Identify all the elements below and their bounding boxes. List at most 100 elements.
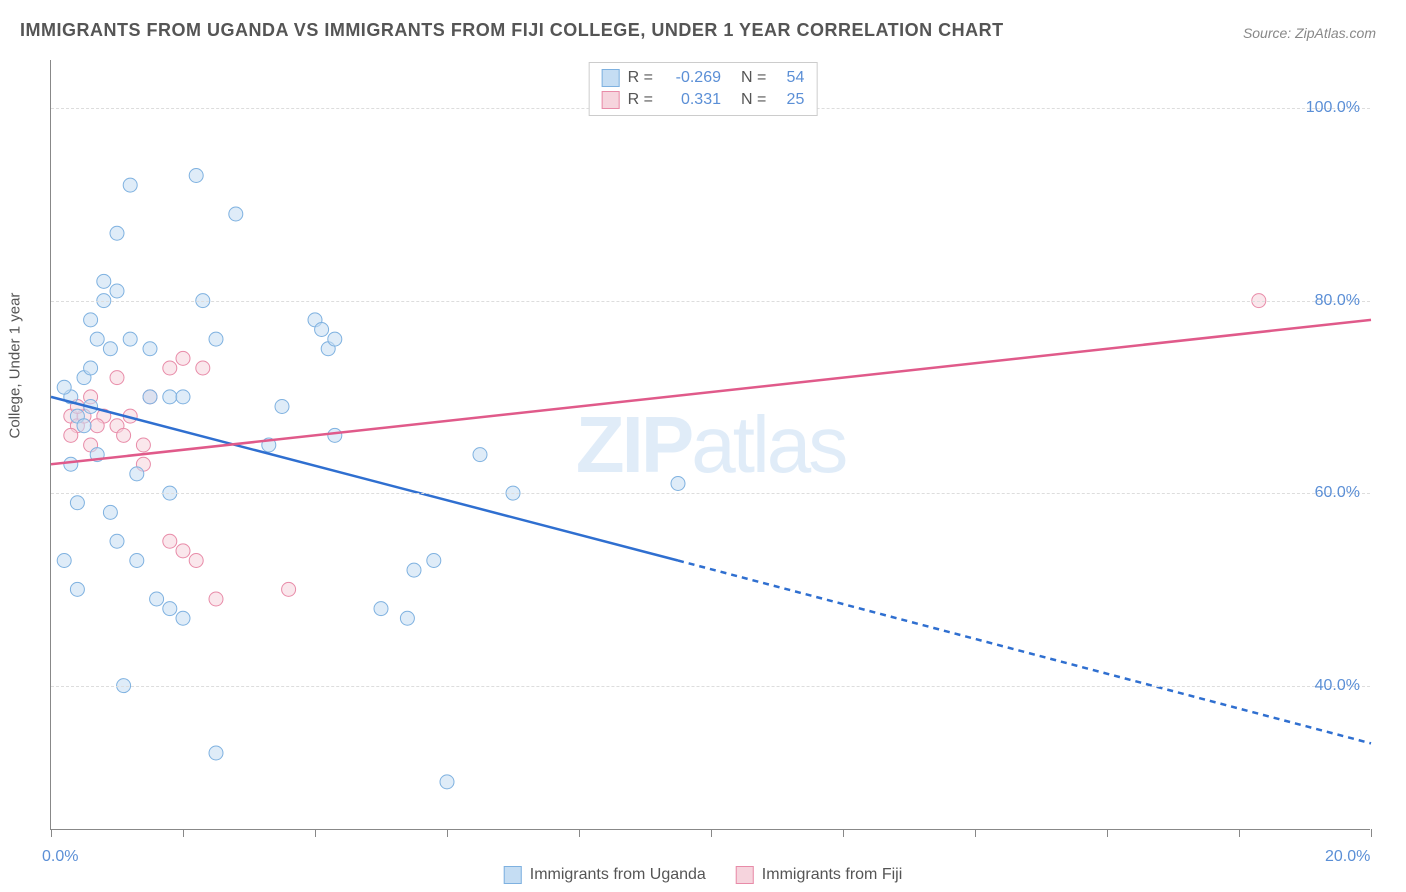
n-value-fiji: 25 xyxy=(774,91,804,109)
scatter-point-uganda xyxy=(275,400,289,414)
scatter-point-uganda xyxy=(97,274,111,288)
x-tick xyxy=(579,829,580,837)
x-tick xyxy=(1371,829,1372,837)
scatter-point-uganda xyxy=(57,554,71,568)
scatter-point-fiji xyxy=(176,544,190,558)
scatter-point-fiji xyxy=(117,428,131,442)
scatter-point-fiji xyxy=(209,592,223,606)
r-value-fiji: 0.331 xyxy=(661,91,721,109)
chart-svg xyxy=(51,60,1370,829)
x-tick xyxy=(711,829,712,837)
scatter-point-fiji xyxy=(90,419,104,433)
y-tick-label: 60.0% xyxy=(1315,484,1360,502)
legend-label-fiji: Immigrants from Fiji xyxy=(762,866,902,884)
legend-item-uganda: Immigrants from Uganda xyxy=(504,866,706,884)
scatter-point-uganda xyxy=(70,496,84,510)
scatter-point-uganda xyxy=(90,332,104,346)
series-legend: Immigrants from Uganda Immigrants from F… xyxy=(504,866,903,884)
scatter-point-fiji xyxy=(136,438,150,452)
trend-line-uganda-extrapolated xyxy=(678,561,1371,744)
swatch-uganda xyxy=(602,69,620,87)
correlation-legend: R = -0.269 N = 54 R = 0.331 N = 25 xyxy=(589,62,818,116)
scatter-point-fiji xyxy=(163,534,177,548)
scatter-point-uganda xyxy=(110,284,124,298)
scatter-point-fiji xyxy=(196,361,210,375)
x-tick xyxy=(51,829,52,837)
scatter-point-uganda xyxy=(143,390,157,404)
scatter-point-uganda xyxy=(209,332,223,346)
scatter-point-uganda xyxy=(176,611,190,625)
scatter-point-uganda xyxy=(130,467,144,481)
legend-item-fiji: Immigrants from Fiji xyxy=(736,866,902,884)
scatter-point-uganda xyxy=(123,332,137,346)
x-tick-label: 20.0% xyxy=(1325,848,1370,866)
scatter-point-uganda xyxy=(400,611,414,625)
legend-row-fiji: R = 0.331 N = 25 xyxy=(602,89,805,111)
x-tick xyxy=(183,829,184,837)
scatter-point-uganda xyxy=(70,582,84,596)
scatter-point-uganda xyxy=(163,390,177,404)
scatter-point-fiji xyxy=(189,554,203,568)
scatter-point-fiji xyxy=(110,371,124,385)
scatter-point-fiji xyxy=(176,351,190,365)
scatter-point-uganda xyxy=(209,746,223,760)
scatter-point-uganda xyxy=(189,169,203,183)
scatter-point-uganda xyxy=(176,390,190,404)
scatter-point-fiji xyxy=(64,428,78,442)
scatter-point-uganda xyxy=(229,207,243,221)
scatter-point-uganda xyxy=(427,554,441,568)
scatter-point-uganda xyxy=(473,448,487,462)
scatter-point-fiji xyxy=(163,361,177,375)
scatter-point-uganda xyxy=(64,457,78,471)
scatter-point-uganda xyxy=(103,342,117,356)
scatter-point-uganda xyxy=(123,178,137,192)
x-tick xyxy=(1107,829,1108,837)
y-tick-label: 40.0% xyxy=(1315,677,1360,695)
x-tick xyxy=(315,829,316,837)
x-tick-label: 0.0% xyxy=(42,848,78,866)
x-tick xyxy=(975,829,976,837)
n-value-uganda: 54 xyxy=(774,69,804,87)
scatter-point-uganda xyxy=(84,313,98,327)
scatter-point-uganda xyxy=(110,226,124,240)
scatter-point-uganda xyxy=(110,534,124,548)
scatter-point-uganda xyxy=(130,554,144,568)
scatter-point-uganda xyxy=(440,775,454,789)
r-label: R = xyxy=(628,91,653,109)
swatch-fiji xyxy=(602,91,620,109)
scatter-point-uganda xyxy=(328,428,342,442)
legend-label-uganda: Immigrants from Uganda xyxy=(530,866,706,884)
scatter-point-uganda xyxy=(103,505,117,519)
x-tick xyxy=(447,829,448,837)
plot-area: ZIPatlas 40.0%60.0%80.0%100.0% xyxy=(50,60,1370,830)
scatter-point-uganda xyxy=(671,477,685,491)
trend-line-uganda xyxy=(51,397,678,561)
chart-title: IMMIGRANTS FROM UGANDA VS IMMIGRANTS FRO… xyxy=(20,20,1004,41)
x-tick xyxy=(1239,829,1240,837)
legend-row-uganda: R = -0.269 N = 54 xyxy=(602,67,805,89)
y-tick-label: 80.0% xyxy=(1315,292,1360,310)
scatter-point-uganda xyxy=(374,602,388,616)
scatter-point-uganda xyxy=(315,323,329,337)
r-label: R = xyxy=(628,69,653,87)
x-tick xyxy=(843,829,844,837)
scatter-point-fiji xyxy=(282,582,296,596)
y-tick-label: 100.0% xyxy=(1306,99,1360,117)
source-attribution: Source: ZipAtlas.com xyxy=(1243,25,1376,41)
scatter-point-uganda xyxy=(84,361,98,375)
grid-line xyxy=(51,686,1370,687)
scatter-point-uganda xyxy=(163,602,177,616)
scatter-point-uganda xyxy=(407,563,421,577)
n-label: N = xyxy=(741,69,766,87)
r-value-uganda: -0.269 xyxy=(661,69,721,87)
swatch-fiji xyxy=(736,866,754,884)
scatter-point-uganda xyxy=(77,419,91,433)
n-label: N = xyxy=(741,91,766,109)
scatter-point-uganda xyxy=(328,332,342,346)
grid-line xyxy=(51,493,1370,494)
scatter-point-uganda xyxy=(143,342,157,356)
swatch-uganda xyxy=(504,866,522,884)
grid-line xyxy=(51,301,1370,302)
scatter-point-uganda xyxy=(150,592,164,606)
y-axis-label: College, Under 1 year xyxy=(7,293,24,439)
